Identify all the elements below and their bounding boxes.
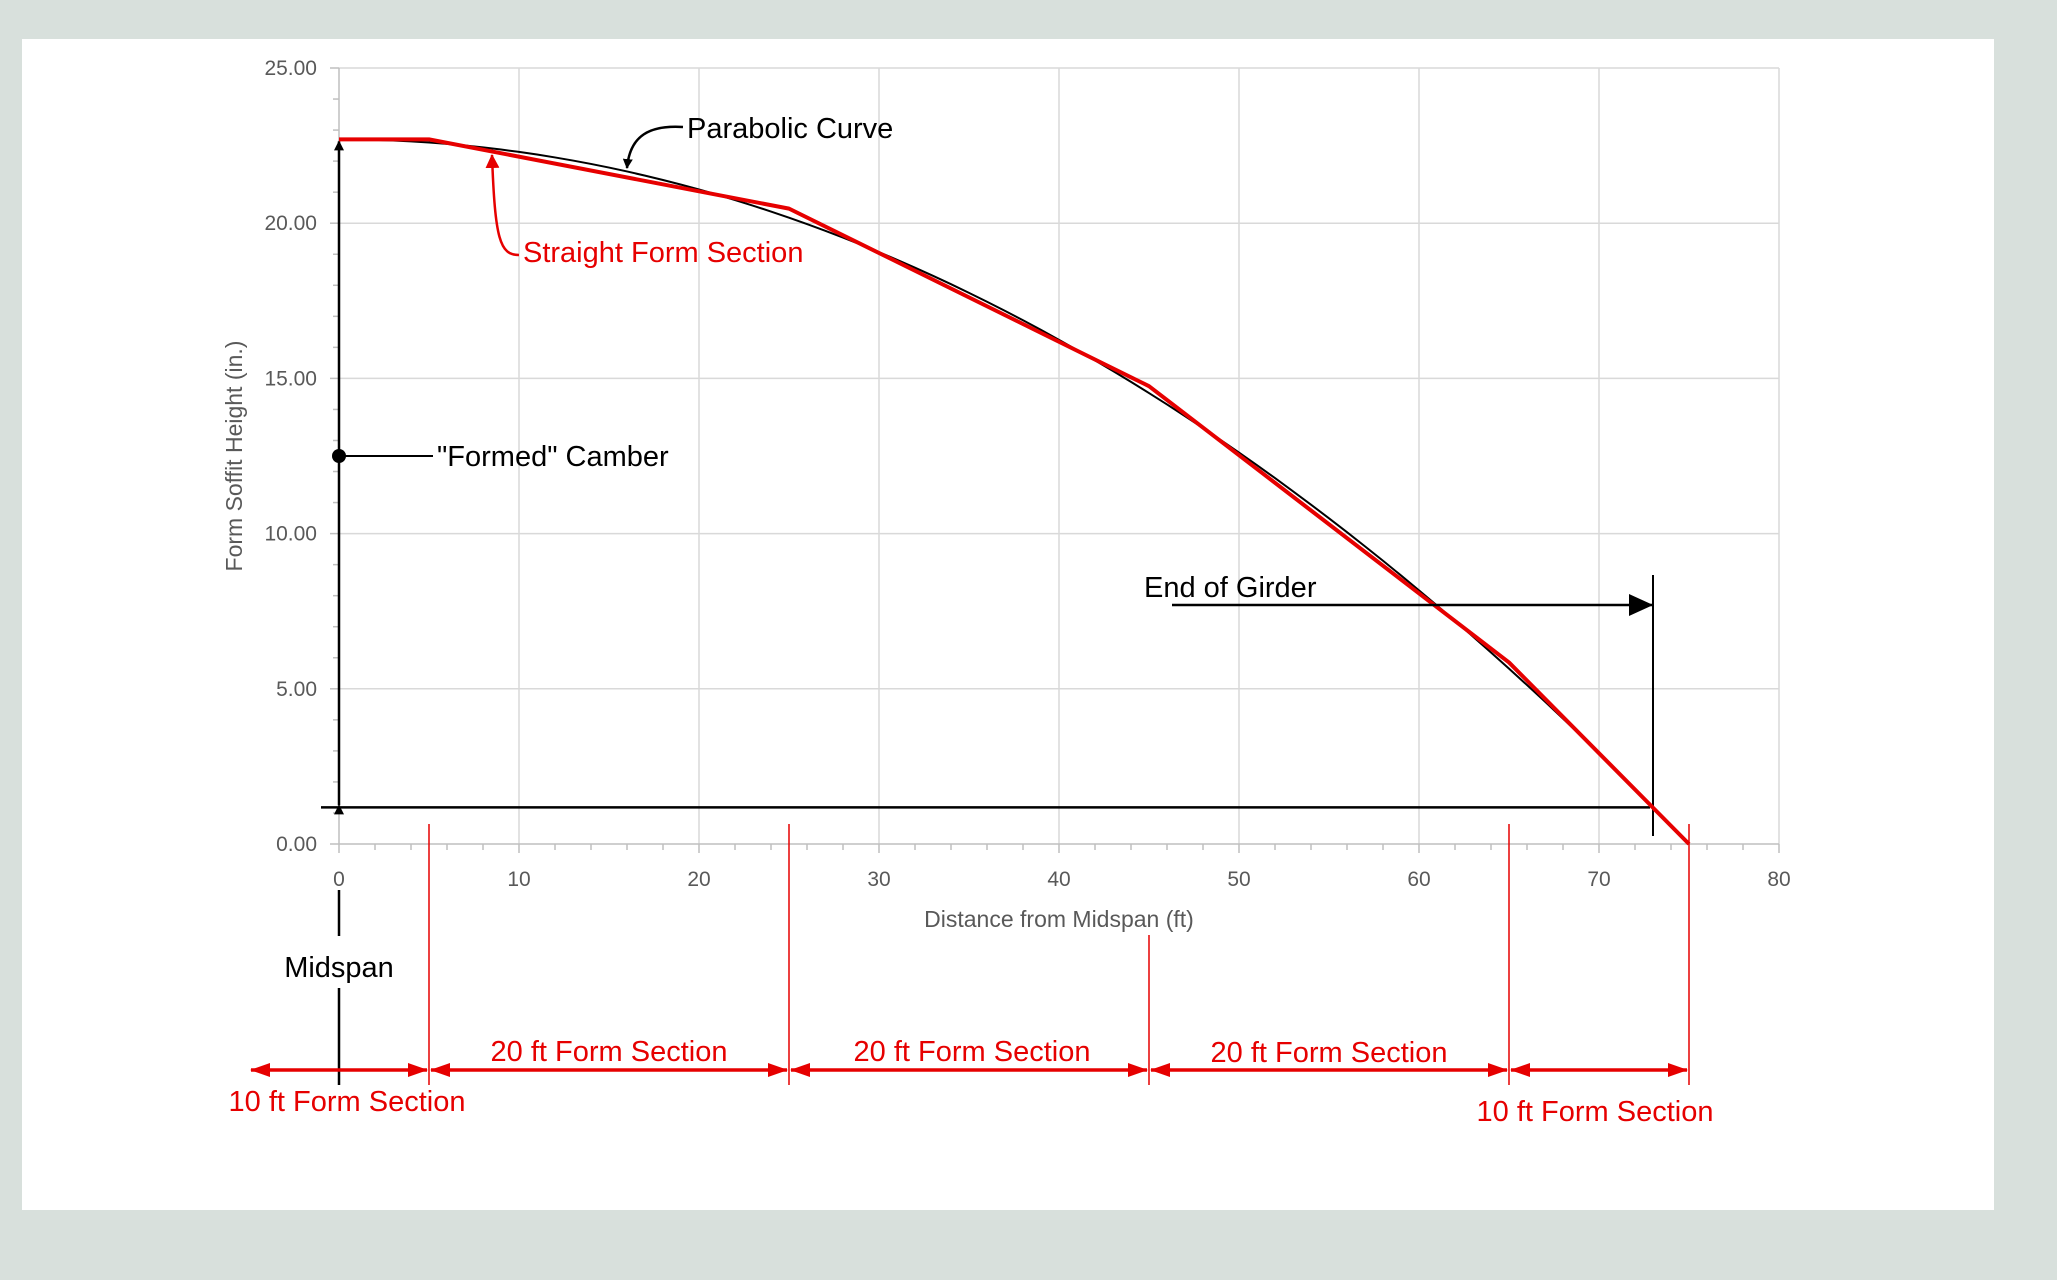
midspan-label: Midspan [284,952,394,984]
section-10ft-right-label: 10 ft Form Section [1477,1096,1714,1128]
x-tick-label: 40 [1047,868,1070,891]
section-10ft-left-label: 10 ft Form Section [229,1086,466,1118]
y-tick-labels: 0.00 5.00 10.00 15.00 20.00 25.00 [264,57,317,856]
parabolic-curve-annotation: Parabolic Curve [622,113,893,169]
x-tick-label: 10 [507,868,530,891]
straight-form-annotation: Straight Form Section [485,154,803,269]
y-tick-label: 20.00 [264,212,317,235]
x-axis-title: Distance from Midspan (ft) [924,906,1194,932]
straight-form-series [339,137,1691,846]
x-tick-label: 30 [867,868,890,891]
x-tick-label: 20 [687,868,710,891]
formed-camber-label: "Formed" Camber [437,441,669,473]
x-tick-label: 80 [1767,868,1790,891]
x-tick-label: 60 [1407,868,1430,891]
section-20ft-1-label: 20 ft Form Section [491,1036,728,1068]
y-tick-label: 10.00 [264,523,317,546]
end-of-girder-annotation: End of Girder [1144,572,1653,616]
y-tick-label: 25.00 [264,57,317,80]
midspan-annotation: Midspan [284,890,394,1085]
straight-form-label: Straight Form Section [523,237,803,269]
x-tick-labels: 0 10 20 30 40 50 60 70 80 [333,868,1791,891]
end-of-girder-label: End of Girder [1144,572,1317,604]
chart-panel [22,39,1994,1210]
x-tick-label: 0 [333,868,345,891]
y-tick-label: 0.00 [276,833,317,856]
y-tick-label: 15.00 [264,367,317,390]
form-section-dimensions [250,824,1690,1085]
y-axis-title: Form Soffit Height (in.) [221,341,247,572]
section-20ft-3-label: 20 ft Form Section [1211,1037,1448,1069]
camber-dimension [321,140,1654,836]
formed-camber-annotation: "Formed" Camber [332,441,669,473]
parabolic-curve-label: Parabolic Curve [687,113,893,145]
x-tick-label: 70 [1587,868,1610,891]
x-tick-label: 50 [1227,868,1250,891]
section-20ft-2-label: 20 ft Form Section [854,1036,1091,1068]
y-tick-label: 5.00 [276,678,317,701]
